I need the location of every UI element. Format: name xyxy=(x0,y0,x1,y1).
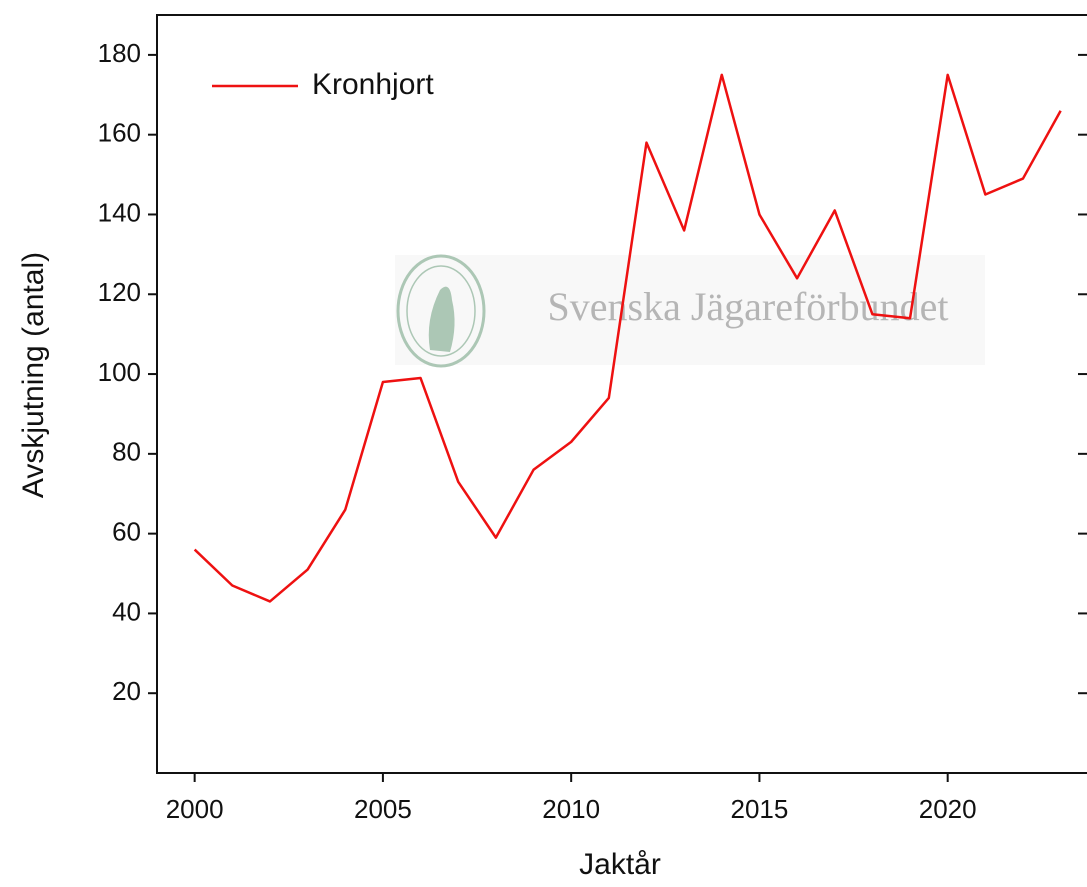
watermark-text: Svenska Jägareförbundet xyxy=(548,284,949,329)
watermark-logo xyxy=(396,254,486,368)
legend-label: Kronhjort xyxy=(312,68,434,101)
x-tick-label: 2005 xyxy=(354,794,412,824)
watermark-bg xyxy=(395,255,985,365)
y-tick-label: 60 xyxy=(112,517,141,547)
y-tick-label: 40 xyxy=(112,596,141,626)
y-tick-label: 160 xyxy=(98,118,141,148)
y-tick-label: 100 xyxy=(98,357,141,387)
y-tick-label: 140 xyxy=(98,197,141,227)
x-tick-label: 2010 xyxy=(542,794,600,824)
watermark-logo-inner xyxy=(406,265,476,357)
x-tick-label: 2015 xyxy=(731,794,789,824)
axis-frame xyxy=(156,14,1087,774)
watermark-bird xyxy=(428,286,455,352)
data-line xyxy=(193,73,1062,603)
y-tick-label: 80 xyxy=(112,437,141,467)
watermark: Svenska Jägareförbundet xyxy=(395,254,985,368)
x-tick-label: 2020 xyxy=(919,794,977,824)
y-tick-label: 20 xyxy=(112,676,141,706)
x-tick-label: 2000 xyxy=(166,794,224,824)
y-tick-label: 120 xyxy=(98,277,141,307)
y-axis-label: Avskjutning (antal) xyxy=(17,252,50,498)
x-axis-label: Jaktår xyxy=(579,848,661,881)
y-tick-label: 180 xyxy=(98,38,141,68)
